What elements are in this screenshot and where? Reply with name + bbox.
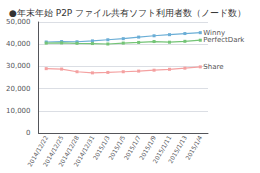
svg-text:2015/1/13: 2015/1/13 [167, 134, 189, 164]
svg-text:2015/1/4: 2015/1/4 [184, 134, 204, 161]
svg-text:20,000: 20,000 [6, 85, 31, 93]
svg-text:10,000: 10,000 [6, 107, 31, 115]
svg-text:Share: Share [203, 63, 223, 71]
svg-text:2015/1/5: 2015/1/5 [106, 134, 127, 162]
svg-text:50,000: 50,000 [6, 18, 31, 26]
svg-text:●年末年始 P2P ファイル共有ソフト利用者数（ノード数）: ●年末年始 P2P ファイル共有ソフト利用者数（ノード数） [9, 8, 246, 18]
svg-text:PerfectDark: PerfectDark [203, 36, 245, 44]
svg-text:2015/1/7: 2015/1/7 [122, 134, 142, 162]
svg-text:2015/1/3: 2015/1/3 [91, 134, 111, 162]
svg-text:40,000: 40,000 [6, 40, 31, 48]
svg-text:2014/12/22: 2014/12/22 [25, 134, 50, 168]
svg-text:2014/12/25: 2014/12/25 [41, 134, 65, 168]
svg-text:30,000: 30,000 [6, 62, 31, 70]
svg-text:Winny: Winny [203, 28, 225, 37]
svg-text:2014/12/31: 2014/12/31 [72, 134, 95, 168]
svg-text:2014/12/28: 2014/12/28 [56, 134, 80, 168]
svg-text:0: 0 [26, 129, 30, 137]
svg-text:2015/1/11: 2015/1/11 [151, 134, 173, 165]
svg-text:2015/1/9: 2015/1/9 [137, 134, 158, 162]
